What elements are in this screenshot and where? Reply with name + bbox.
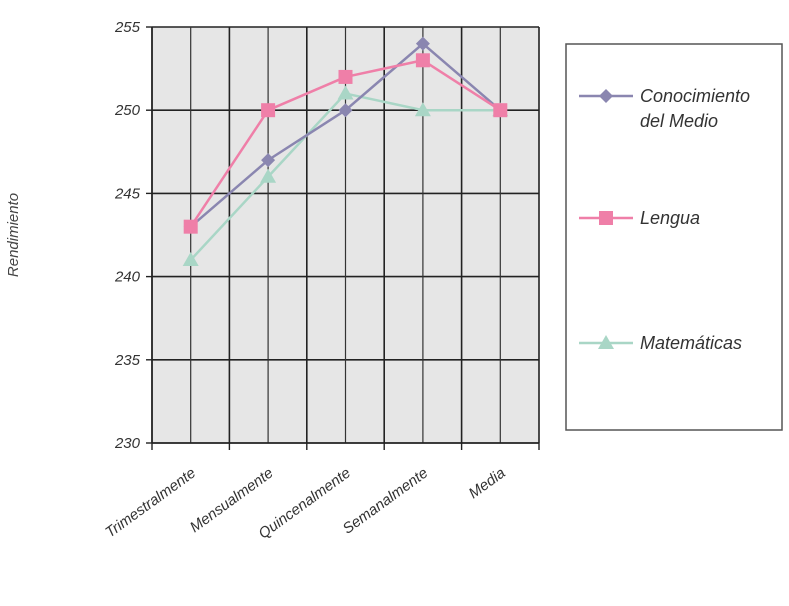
series-layer	[182, 36, 509, 266]
legend-label: del Medio	[640, 111, 718, 131]
y-tick-label: 255	[114, 19, 141, 36]
data-point	[183, 219, 198, 234]
legend-item: Matemáticas	[579, 333, 742, 353]
data-point	[338, 103, 353, 118]
data-point	[337, 85, 354, 100]
y-tick-label: 230	[114, 435, 141, 452]
legend-label: Lengua	[640, 208, 700, 228]
data-point	[261, 103, 276, 118]
data-point	[415, 36, 430, 51]
x-tick-label: Semanalmente	[340, 464, 432, 537]
legend-marker	[599, 211, 613, 225]
data-point	[261, 153, 276, 168]
grid	[152, 26, 540, 443]
data-point	[415, 53, 430, 68]
legend-label: Conocimiento	[640, 86, 750, 106]
legend: Conocimiento del Medio Lengua Matemáticas	[565, 43, 783, 431]
legend-marker	[598, 335, 614, 349]
axes	[146, 26, 540, 450]
legend-marker	[599, 89, 613, 103]
y-axis-label: Rendimiento	[5, 193, 22, 277]
y-tick-label: 235	[114, 352, 141, 369]
data-point	[338, 69, 353, 84]
data-point	[414, 102, 431, 117]
y-tick-label: 240	[114, 269, 141, 286]
y-tick-label: 245	[114, 185, 141, 202]
legend-box	[565, 43, 783, 431]
x-tick-label: Trimestralmente	[102, 464, 199, 541]
legend-item: Lengua	[579, 208, 700, 228]
x-tick-label: Media	[466, 464, 509, 502]
y-tick-labels: 230 235 240 245 250 255	[114, 19, 141, 452]
data-point	[260, 168, 277, 183]
legend-item: Conocimiento del Medio	[579, 86, 750, 131]
y-tick-label: 250	[114, 102, 141, 119]
series-2	[183, 53, 508, 234]
x-tick-labels: TrimestralmenteMensualmenteQuincenalment…	[102, 464, 508, 542]
series-3	[182, 85, 509, 266]
data-point	[493, 103, 508, 118]
legend-label: Matemáticas	[640, 333, 742, 353]
data-point	[182, 251, 199, 266]
